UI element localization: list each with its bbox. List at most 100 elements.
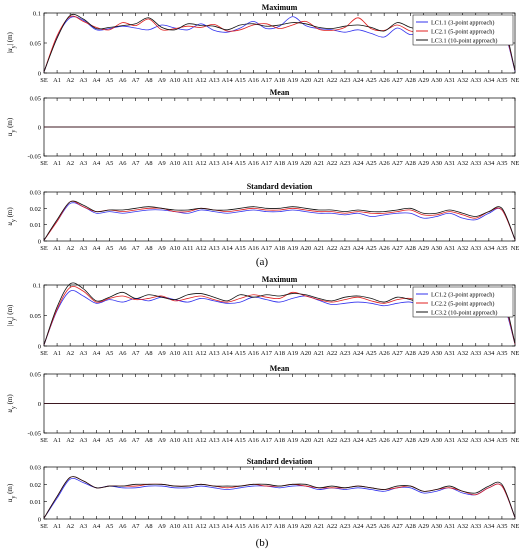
x-tick-label: A22 — [326, 245, 337, 252]
x-tick-label: A19 — [287, 245, 298, 252]
chart-3: Standard deviation 0 0.01 0.02 0.03 uy (m) SE A… — [6, 182, 519, 252]
x-tick-label: A10 — [169, 160, 180, 167]
x-tick-label: A2 — [66, 245, 74, 252]
x-tick-label: A1 — [53, 523, 61, 530]
x-tick-label: A33 — [470, 160, 481, 167]
x-tick-label: A17 — [261, 523, 273, 530]
x-tick-label: A28 — [405, 160, 416, 167]
x-tick-label: A24 — [352, 523, 364, 530]
chart-5: Mean -0.05 0 0.05 uy (m) SE A1 A2 A3 A4 A5 A6 A7 A8 A9… — [6, 364, 519, 444]
x-tick-label: A8 — [145, 437, 153, 444]
x-tick-label: A9 — [158, 437, 166, 444]
x-tick-label: A23 — [339, 350, 350, 357]
x-tick-label: SE — [40, 437, 48, 444]
x-tick-label: A3 — [79, 245, 87, 252]
x-tick-label: A22 — [326, 523, 337, 530]
x-tick-label: A11 — [183, 523, 194, 530]
y-tick-label: 0.1 — [33, 283, 41, 290]
x-tick-label: A5 — [106, 523, 114, 530]
x-tick-label: SE — [40, 523, 48, 530]
x-tick-label: A26 — [379, 160, 390, 167]
y-tick-label: 0 — [38, 401, 41, 408]
x-tick-label: A27 — [392, 77, 404, 84]
x-tick-label: A9 — [158, 77, 166, 84]
x-tick-label: NE — [511, 437, 520, 444]
x-tick-label: A24 — [352, 77, 364, 84]
chart-title: Maximum — [262, 3, 298, 12]
x-tick-label: A9 — [158, 523, 166, 530]
x-tick-label: A4 — [92, 245, 101, 252]
x-tick-label: A4 — [92, 160, 101, 167]
x-tick-label: A18 — [274, 160, 285, 167]
x-tick-label: A28 — [405, 437, 416, 444]
x-tick-label: A17 — [261, 350, 273, 357]
x-tick-label: A28 — [405, 245, 416, 252]
x-tick-label: A3 — [79, 350, 87, 357]
y-tick-label: 0 — [38, 344, 41, 351]
chart-title: Mean — [270, 88, 290, 97]
x-tick-label: A32 — [457, 523, 468, 530]
x-tick-label: A2 — [66, 160, 74, 167]
x-tick-label: A30 — [431, 437, 442, 444]
x-tick-label: A25 — [366, 437, 377, 444]
x-tick-label: A29 — [418, 77, 429, 84]
y-tick-label: 0.01 — [30, 499, 41, 506]
x-tick-label: A6 — [119, 350, 127, 357]
x-tick-label: A17 — [261, 160, 273, 167]
x-tick-label: A24 — [352, 350, 364, 357]
y-tick-label: 0.05 — [30, 313, 41, 320]
x-tick-label: A24 — [352, 160, 364, 167]
x-tick-label: A13 — [209, 437, 220, 444]
x-tick-label: A11 — [183, 77, 194, 84]
x-tick-label: A8 — [145, 160, 153, 167]
x-tick-label: A11 — [183, 437, 194, 444]
x-tick-label: A9 — [158, 160, 166, 167]
y-axis-label: uy (m) — [6, 394, 17, 413]
x-tick-label: A29 — [418, 437, 429, 444]
x-tick-label: A13 — [209, 523, 220, 530]
x-tick-label: A14 — [222, 77, 234, 84]
x-tick-label: A5 — [106, 437, 114, 444]
x-tick-label: A16 — [248, 160, 259, 167]
x-tick-label: A20 — [300, 350, 311, 357]
x-tick-label: A8 — [145, 350, 153, 357]
x-tick-label: A26 — [379, 523, 390, 530]
x-tick-label: A35 — [496, 523, 507, 530]
x-tick-label: A13 — [209, 350, 220, 357]
x-tick-label: A19 — [287, 437, 298, 444]
x-tick-label: A10 — [169, 245, 180, 252]
x-tick-label: A21 — [313, 437, 324, 444]
x-tick-label: A15 — [235, 160, 246, 167]
plot-frame — [43, 466, 516, 520]
x-tick-label: A6 — [119, 245, 127, 252]
x-tick-label: A29 — [418, 350, 429, 357]
x-tick-label: A25 — [366, 77, 377, 84]
x-tick-label: A19 — [287, 350, 298, 357]
chart-1: Maximum 0 0.05 0.1 |uy| (m) SE A1 A2 A3 A4 A5 A6 A7 A… — [6, 3, 519, 84]
x-tick-label: A25 — [366, 245, 377, 252]
chart-6: Standard deviation 0 0.01 0.02 0.03 uy (m) SE A… — [6, 457, 519, 530]
x-tick-label: A6 — [119, 523, 127, 530]
chart-title: Maximum — [262, 275, 298, 284]
x-tick-label: A34 — [483, 245, 495, 252]
x-tick-label: A21 — [313, 245, 324, 252]
x-tick-label: A31 — [444, 160, 455, 167]
x-tick-label: A27 — [392, 437, 404, 444]
panel-b-caption: (b) — [256, 537, 269, 549]
x-tick-label: A7 — [132, 437, 141, 444]
x-tick-label: A31 — [444, 77, 455, 84]
x-tick-label: A26 — [379, 245, 390, 252]
x-tick-label: A1 — [53, 350, 61, 357]
x-tick-label: A2 — [66, 523, 74, 530]
x-tick-label: A6 — [119, 77, 127, 84]
x-tick-label: A18 — [274, 350, 285, 357]
x-tick-label: A16 — [248, 350, 259, 357]
x-tick-label: A22 — [326, 437, 337, 444]
x-tick-label: A16 — [248, 77, 259, 84]
legend-box — [412, 14, 514, 46]
x-tick-label: A3 — [79, 77, 87, 84]
y-tick-label: 0.01 — [30, 222, 41, 229]
x-tick-label: A26 — [379, 437, 390, 444]
x-tick-label: A25 — [366, 160, 377, 167]
legend-entry: LC1.2 (3-point approach) — [431, 291, 494, 298]
